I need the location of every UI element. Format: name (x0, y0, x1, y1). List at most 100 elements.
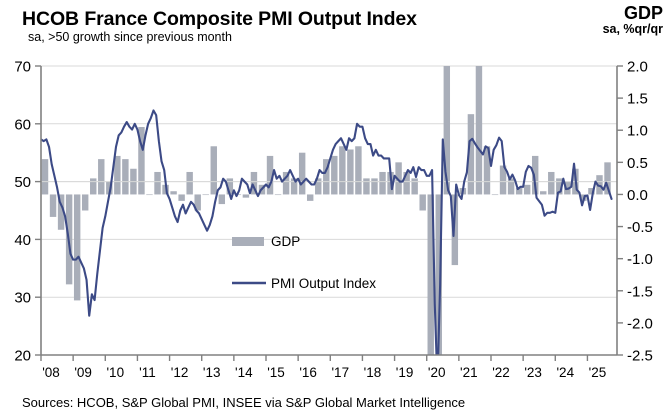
legend-swatch-gdp (232, 237, 264, 246)
pmi-output-index-line (41, 109, 613, 355)
chart-legend: GDP PMI Output Index (232, 234, 376, 291)
gdp-bar (98, 159, 105, 195)
x-axis-tick-label: '10 (106, 365, 124, 380)
gdp-bar (90, 178, 97, 195)
gdp-bar (339, 146, 346, 195)
gdp-bar (371, 178, 378, 195)
gdp-bar (403, 171, 410, 195)
gdp-bar (282, 171, 290, 195)
x-axis-tick-label: '11 (139, 365, 156, 380)
left-axis-tick-label: 30 (14, 290, 31, 307)
right-axis-tick-label: 0.5 (627, 155, 648, 172)
gdp-bar (540, 191, 547, 195)
x-axis-tick-label: '19 (396, 365, 414, 380)
gdp-bar (306, 194, 314, 201)
gdp-bar (363, 178, 370, 195)
right-axis-tick-label: 1.5 (627, 91, 648, 108)
gdp-bar (226, 178, 234, 195)
x-axis: '08 '09 '10 '11 '12 '13 '14 '15 '16 '17 '18 '19 '20 '… (40, 355, 607, 380)
left-axis-tick-label: 50 (14, 174, 31, 191)
gdp-bar (556, 178, 563, 195)
pmi-line-group (41, 109, 613, 355)
gdp-bar (379, 171, 386, 195)
gdp-bar (274, 194, 282, 196)
gdp-bar (331, 155, 338, 195)
gdp-bar (604, 162, 611, 195)
gdp-bar (435, 194, 442, 355)
gdp-bar (531, 155, 539, 195)
gdp-bar (194, 194, 201, 211)
gdp-bar (242, 194, 250, 198)
gdp-bar (523, 184, 531, 195)
right-axis-tick-label: 0.0 (627, 187, 648, 204)
gdp-bar (106, 181, 113, 195)
right-axis-tick-label: 2.0 (627, 59, 648, 76)
right-axis-title: GDP (623, 3, 663, 23)
right-axis: -2.5 -2.0 -1.5 -1.0 -0.5 0.0 0.5 1.0 1.5 2.0 (617, 59, 653, 365)
gdp-bar (73, 194, 81, 301)
legend-label-gdp: GDP (271, 234, 300, 249)
x-axis-tick-label: '14 (235, 365, 253, 380)
x-axis-tick-label: '21 (460, 365, 478, 380)
x-axis-tick-label: '16 (299, 365, 317, 380)
gdp-bar (515, 188, 523, 195)
x-axis-tick-label: '12 (171, 365, 189, 380)
gdp-bar (443, 66, 451, 195)
gdp-bar (114, 155, 121, 195)
gdp-bar (427, 194, 434, 355)
x-axis-tick-label: '24 (556, 365, 574, 380)
left-axis-tick-label: 40 (14, 232, 31, 249)
gdp-bar (186, 171, 193, 195)
x-axis-tick-label: '08 (42, 365, 60, 380)
gdp-bar (411, 178, 418, 195)
gdp-bar (138, 127, 145, 195)
gdp-bar (57, 194, 65, 230)
legend-label-pmi: PMI Output Index (271, 276, 376, 291)
x-axis-tick-label: '22 (492, 365, 510, 380)
x-axis-tick-label: '09 (74, 365, 92, 380)
axes (40, 66, 618, 356)
gdp-bar (266, 155, 274, 195)
right-axis-tick-label: -0.5 (627, 219, 653, 236)
gdp-bar (170, 191, 177, 195)
x-axis-tick-label: '23 (524, 365, 542, 380)
x-axis-tick-label: '25 (589, 365, 607, 380)
left-axis-tick-label: 70 (14, 59, 31, 76)
right-axis-title-group: GDP sa, %qr/qr (603, 4, 663, 37)
gdp-bar (475, 66, 483, 195)
gdp-bar (323, 159, 330, 195)
page-subtitle: sa, >50 growth since previous month (28, 30, 232, 44)
gdp-bar (49, 194, 57, 217)
gdp-bar (395, 162, 402, 195)
gdp-bar (491, 194, 499, 196)
gdp-bar (315, 178, 322, 195)
gdp-bar (81, 194, 89, 211)
gdp-bar (154, 171, 161, 195)
x-axis-tick-label: '18 (364, 365, 382, 380)
gdp-bar (218, 194, 226, 205)
gdp-bar (483, 146, 491, 195)
gdp-bar (499, 165, 507, 195)
gdp-bar (210, 146, 217, 195)
page-title: HCOB France Composite PMI Output Index (22, 8, 417, 30)
right-axis-tick-label: -2.0 (627, 315, 653, 332)
gdp-bar (355, 146, 362, 195)
gdp-bars-group (41, 66, 611, 355)
gdp-bar (467, 114, 475, 195)
right-axis-tick-label: -1.0 (627, 251, 653, 268)
gdp-bar (347, 149, 354, 195)
gdp-bar (202, 194, 209, 196)
x-axis-tick-label: '20 (428, 365, 446, 380)
left-axis-tick-label: 60 (14, 116, 31, 133)
gdp-bar (290, 178, 298, 195)
gdp-bar (596, 175, 603, 195)
gdp-bar (178, 194, 185, 201)
x-axis-tick-label: '15 (267, 365, 285, 380)
gdp-bar (419, 194, 426, 211)
gdp-bar (588, 188, 595, 195)
x-axis-tick-label: '13 (203, 365, 221, 380)
gdp-bar (298, 152, 306, 195)
x-axis-tick-label: '17 (331, 365, 349, 380)
